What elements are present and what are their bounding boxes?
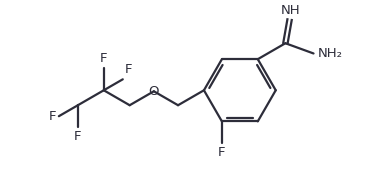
Text: O: O: [149, 85, 159, 98]
Text: NH: NH: [281, 4, 300, 17]
Text: NH₂: NH₂: [317, 47, 342, 60]
Text: F: F: [218, 146, 226, 159]
Text: F: F: [74, 130, 81, 143]
Text: F: F: [100, 52, 108, 65]
Text: F: F: [48, 110, 56, 123]
Text: F: F: [125, 63, 132, 76]
